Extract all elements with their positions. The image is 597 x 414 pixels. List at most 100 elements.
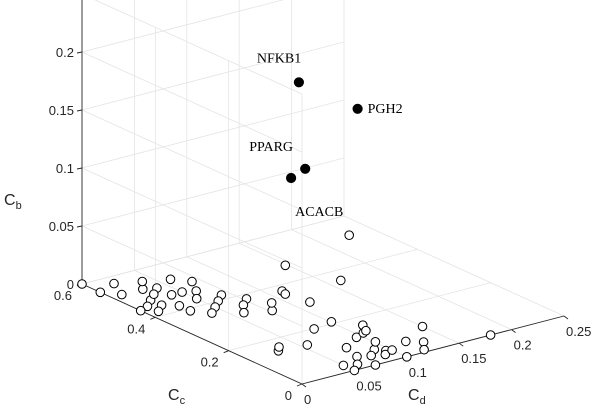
z-axis-label: Cb bbox=[4, 192, 22, 212]
grid-line bbox=[81, 99, 345, 169]
z-tick-label: 0.25 bbox=[49, 0, 74, 2]
y-tick-label: 0.6 bbox=[54, 288, 72, 303]
y-axis-line bbox=[81, 283, 303, 385]
grid-line bbox=[94, 0, 303, 95]
data-point bbox=[387, 345, 397, 355]
x-tick-label: 0.1 bbox=[409, 365, 427, 380]
data-point bbox=[349, 365, 360, 376]
x-tick-label: 0.2 bbox=[514, 338, 532, 353]
x-tick-mark bbox=[511, 329, 516, 333]
data-point bbox=[187, 276, 197, 287]
axis-lines bbox=[76, 0, 569, 388]
y-axis-label: Cc bbox=[168, 387, 186, 407]
data-point bbox=[280, 260, 291, 271]
x-tick-label: 0 bbox=[304, 392, 311, 407]
grid-line bbox=[81, 51, 303, 153]
data-point bbox=[207, 308, 217, 318]
data-points bbox=[77, 77, 496, 376]
data-point bbox=[142, 301, 153, 312]
data-point bbox=[309, 324, 319, 334]
data-point bbox=[401, 336, 411, 347]
x-tick-label: 0.05 bbox=[356, 378, 381, 393]
data-point bbox=[274, 342, 284, 352]
grid-line bbox=[81, 41, 345, 111]
y-tick-mark bbox=[150, 316, 156, 320]
x-tick-label: 0.15 bbox=[461, 351, 486, 366]
point-label: ACACB bbox=[295, 205, 343, 220]
z-tick-label: 0 bbox=[67, 277, 74, 292]
grid-line bbox=[81, 0, 284, 53]
highlighted-point bbox=[286, 172, 297, 184]
z-tick-mark bbox=[76, 167, 83, 170]
data-point bbox=[239, 307, 249, 318]
data-point bbox=[344, 230, 355, 240]
grid-line bbox=[343, 215, 565, 317]
grid-line bbox=[81, 167, 303, 269]
data-point bbox=[149, 289, 159, 300]
data-point bbox=[380, 349, 391, 360]
data-point bbox=[366, 350, 377, 361]
z-tick-label: 0.05 bbox=[49, 219, 74, 234]
x-axis-label: Cd bbox=[408, 387, 426, 407]
grid-line bbox=[81, 225, 303, 327]
point-label: PPARG bbox=[249, 140, 293, 155]
data-point bbox=[417, 321, 428, 332]
y-tick-mark bbox=[296, 383, 303, 387]
highlighted-point bbox=[293, 77, 304, 88]
z-tick-label: 0.1 bbox=[56, 161, 74, 176]
data-point bbox=[166, 290, 177, 300]
data-point bbox=[135, 305, 146, 316]
grid-line bbox=[134, 270, 355, 371]
data-point bbox=[280, 289, 291, 299]
grid-line bbox=[291, 229, 512, 330]
data-point bbox=[361, 325, 371, 336]
highlighted-point bbox=[352, 103, 363, 114]
data-point bbox=[191, 293, 202, 304]
x-tick-mark bbox=[458, 342, 464, 347]
data-point bbox=[370, 360, 381, 370]
z-tick-label: 0.2 bbox=[56, 45, 74, 60]
data-point bbox=[117, 289, 127, 300]
data-point bbox=[370, 337, 381, 347]
point-labels: NFKB1 PGH2 PPARG ACACB bbox=[249, 51, 402, 220]
x-tick-mark bbox=[563, 315, 569, 320]
data-point bbox=[402, 352, 412, 362]
y-tick-label: 0.4 bbox=[127, 321, 145, 336]
data-point bbox=[485, 330, 496, 340]
point-label: PGH2 bbox=[368, 102, 403, 117]
z-tick-mark bbox=[76, 109, 83, 112]
data-point bbox=[338, 360, 349, 371]
x-tick-mark bbox=[301, 383, 307, 388]
tick-labels: 00.050.10.150.20.2500.20.40.600.050.10.1… bbox=[49, 0, 592, 407]
y-tick-label: 0.2 bbox=[201, 355, 219, 370]
data-point bbox=[419, 344, 429, 355]
data-point bbox=[185, 306, 196, 316]
data-point bbox=[336, 275, 346, 286]
point-label: NFKB1 bbox=[257, 51, 301, 66]
data-point bbox=[177, 287, 187, 297]
y-tick-mark bbox=[223, 350, 229, 354]
data-point bbox=[305, 297, 315, 307]
data-point bbox=[302, 340, 313, 350]
grid-line bbox=[155, 248, 418, 318]
z-tick-mark bbox=[76, 51, 83, 54]
y-tick-label: 0 bbox=[285, 388, 292, 403]
highlighted-point bbox=[300, 163, 311, 174]
z-tick-label: 0.15 bbox=[49, 103, 74, 118]
data-point bbox=[326, 317, 337, 327]
data-point bbox=[153, 306, 164, 317]
data-point bbox=[109, 278, 119, 289]
z-tick-mark bbox=[76, 225, 83, 228]
grid-line bbox=[81, 109, 303, 211]
data-point bbox=[266, 298, 277, 308]
data-point bbox=[165, 274, 176, 285]
data-point bbox=[351, 332, 362, 343]
grid-line bbox=[228, 282, 491, 352]
x-tick-label: 0.25 bbox=[566, 324, 591, 339]
data-point bbox=[341, 342, 352, 353]
data-point bbox=[95, 287, 106, 298]
grid-line bbox=[186, 256, 407, 358]
grid-lines bbox=[81, 0, 565, 385]
data-point bbox=[174, 301, 185, 311]
